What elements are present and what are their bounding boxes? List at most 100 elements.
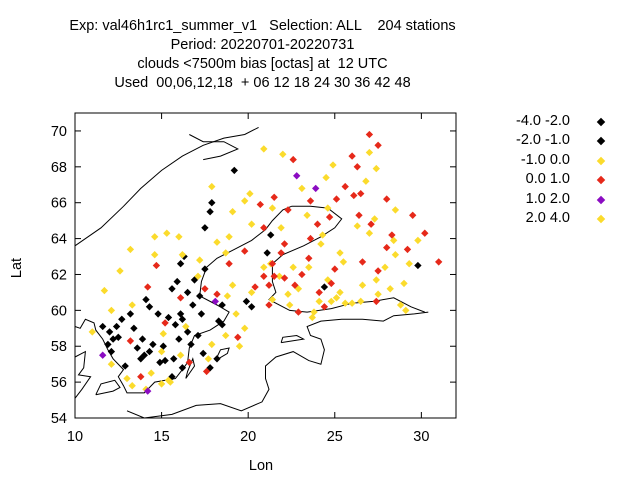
- point-s3-24: [358, 258, 367, 266]
- point-s2-25: [357, 297, 365, 306]
- point-s3-43: [341, 182, 349, 191]
- point-s0-32: [121, 362, 129, 370]
- point-s2-31: [414, 236, 422, 245]
- x-tick-label: 20: [240, 429, 256, 445]
- point-s2-47: [126, 245, 135, 254]
- coast-saaremaa: [280, 334, 306, 344]
- point-s0-36: [242, 297, 251, 306]
- point-s3-18: [280, 274, 289, 282]
- point-s2-55: [128, 382, 136, 390]
- point-s2-69: [175, 233, 183, 241]
- y-tick-label: 64: [51, 232, 67, 248]
- point-s3-51: [161, 319, 169, 327]
- point-s0-16: [175, 335, 183, 343]
- point-s2-23: [310, 308, 318, 316]
- point-s3-6: [383, 195, 391, 203]
- title-line-2: Period: 20220701-20220731: [170, 37, 355, 53]
- point-s2-67: [204, 355, 213, 363]
- coast-zealand: [95, 379, 121, 396]
- point-s3-21: [327, 279, 335, 288]
- point-s0-10: [189, 301, 197, 309]
- point-s4-3: [99, 351, 107, 359]
- point-s2-68: [196, 256, 204, 264]
- point-s2-30: [391, 251, 400, 259]
- point-s2-72: [286, 301, 294, 309]
- point-s0-2: [206, 208, 214, 216]
- data-points: [88, 130, 443, 395]
- point-s3-37: [270, 193, 278, 201]
- plot-frame: [74, 112, 457, 419]
- point-s2-11: [225, 233, 233, 241]
- legend-entry: -2.0 -1.0: [480, 132, 630, 151]
- point-s3-39: [260, 224, 268, 232]
- point-s2-54: [123, 374, 131, 383]
- point-s2-19: [336, 288, 344, 297]
- coast-finland: [268, 205, 425, 313]
- point-s1-6: [149, 340, 157, 349]
- point-s2-73: [289, 263, 297, 271]
- point-s3-10: [313, 220, 322, 228]
- point-s2-44: [163, 229, 171, 237]
- point-s2-62: [182, 322, 190, 331]
- point-s2-52: [88, 328, 96, 336]
- point-s2-57: [157, 380, 166, 388]
- point-s2-87: [308, 313, 316, 322]
- point-s0-30: [133, 344, 141, 352]
- point-s3-19: [291, 281, 299, 289]
- point-s3-32: [320, 303, 329, 311]
- point-s0-29: [138, 335, 147, 343]
- point-s2-1: [279, 150, 287, 158]
- legend-label: 2.0 4.0: [525, 209, 570, 226]
- point-s2-64: [222, 331, 230, 340]
- point-s0-1: [208, 199, 216, 207]
- point-s2-58: [147, 369, 155, 377]
- point-s2-77: [353, 222, 361, 230]
- legend-marker: [596, 214, 606, 224]
- legend-label: -4.0 -2.0: [516, 113, 570, 129]
- legend-entry: 2.0 4.0: [480, 210, 630, 229]
- point-s2-81: [365, 148, 374, 157]
- point-s2-50: [128, 301, 136, 309]
- legend-label: -2.0 -1.0: [516, 132, 570, 149]
- y-tick-label: 58: [51, 339, 67, 355]
- point-s3-13: [277, 249, 285, 257]
- point-s0-41: [267, 231, 275, 239]
- point-s2-4: [298, 184, 306, 193]
- point-s0-21: [178, 364, 187, 372]
- point-s4-2: [211, 297, 219, 306]
- point-s2-15: [339, 258, 348, 266]
- point-s3-9: [325, 213, 334, 221]
- title-line-4: Used 00,06,12,18 + 06 12 18 24 30 36 42 …: [114, 75, 411, 91]
- point-s3-40: [306, 197, 315, 205]
- coast-sweden-east: [74, 205, 292, 394]
- legend-marker: [596, 195, 606, 204]
- point-s0-39: [320, 283, 329, 291]
- point-s0-27: [99, 322, 107, 331]
- point-s2-9: [228, 208, 237, 216]
- point-s0-6: [173, 277, 181, 286]
- point-s3-34: [265, 301, 273, 309]
- point-s3-3: [353, 163, 361, 171]
- point-s2-24: [341, 299, 349, 307]
- point-s2-27: [386, 285, 394, 293]
- point-s1-3: [154, 310, 162, 318]
- point-s2-10: [247, 220, 256, 228]
- point-s0-9: [196, 292, 204, 300]
- point-s3-23: [331, 265, 339, 273]
- coast-oland: [185, 357, 196, 379]
- y-tick-label: 62: [51, 267, 67, 283]
- point-s3-42: [355, 211, 363, 219]
- point-s3-35: [298, 270, 306, 279]
- point-s2-43: [178, 251, 187, 259]
- point-s2-22: [315, 297, 323, 306]
- point-s0-44: [218, 301, 226, 309]
- legend-entry: 0.0 1.0: [480, 171, 630, 190]
- point-s1-4: [130, 324, 138, 332]
- point-s3-29: [421, 229, 429, 237]
- point-s2-12: [277, 224, 285, 232]
- legend-marker: [596, 156, 606, 166]
- point-s1-9: [178, 315, 187, 323]
- point-s2-28: [400, 279, 408, 288]
- point-s3-56: [213, 290, 221, 298]
- point-s0-5: [176, 260, 185, 268]
